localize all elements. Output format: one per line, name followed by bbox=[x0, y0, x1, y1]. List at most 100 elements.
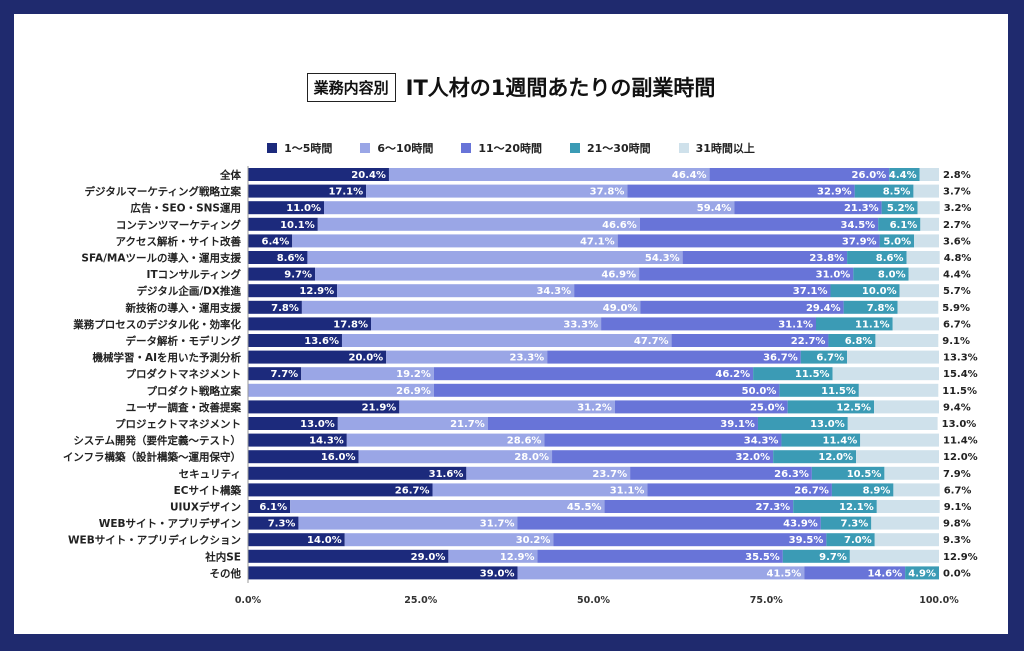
data-label: 25.0% bbox=[750, 402, 785, 413]
bar-segment bbox=[346, 433, 545, 447]
data-label: 6.1% bbox=[259, 502, 287, 513]
data-label: 26.0% bbox=[852, 170, 887, 181]
data-label: 17.1% bbox=[328, 187, 363, 198]
category-label: SFA/MAツールの導入・運用支援 bbox=[81, 252, 241, 265]
data-label: 5.0% bbox=[883, 236, 911, 247]
bar-segment bbox=[793, 500, 877, 513]
bar-segment bbox=[248, 450, 359, 464]
category-label: データ解析・モデリング bbox=[126, 335, 242, 348]
data-label: 26.9% bbox=[396, 386, 431, 397]
data-label: 7.3% bbox=[841, 519, 869, 530]
data-label: 23.3% bbox=[509, 353, 544, 364]
data-label: 4.4% bbox=[943, 270, 971, 281]
data-label: 36.7% bbox=[763, 353, 798, 364]
data-label: 47.1% bbox=[580, 236, 615, 247]
bar-segment bbox=[315, 267, 640, 281]
data-label: 8.5% bbox=[883, 187, 911, 198]
data-label: 33.3% bbox=[563, 319, 598, 330]
bar-segment bbox=[248, 400, 400, 414]
data-label: 20.0% bbox=[348, 353, 383, 364]
bar-segment bbox=[820, 516, 872, 530]
bar-segment bbox=[248, 350, 387, 364]
bar-segment bbox=[816, 317, 893, 331]
data-label: 4.9% bbox=[908, 568, 936, 579]
bar-segment bbox=[248, 516, 299, 530]
data-label: 9.7% bbox=[284, 270, 312, 281]
bar-segment bbox=[248, 500, 291, 513]
legend-item: 31時間以上 bbox=[678, 140, 755, 156]
data-label: 28.0% bbox=[514, 452, 549, 463]
category-label: 社内SE bbox=[204, 550, 241, 563]
data-label: 6.4% bbox=[261, 236, 289, 247]
data-label: 7.8% bbox=[867, 303, 895, 314]
bar-segment bbox=[290, 500, 605, 513]
bar-segment bbox=[832, 367, 939, 381]
bar-segment bbox=[860, 433, 939, 447]
category-label: プロダクトマネジメント bbox=[126, 368, 242, 381]
data-label: 41.5% bbox=[767, 568, 802, 579]
bar-segment bbox=[248, 466, 467, 480]
data-label: 8.0% bbox=[878, 270, 906, 281]
bar-segment bbox=[897, 300, 939, 314]
data-label: 10.5% bbox=[847, 469, 882, 480]
data-label: 35.5% bbox=[745, 552, 780, 563]
data-label: 13.6% bbox=[304, 336, 339, 347]
legend-item: 1〜5時間 bbox=[267, 140, 332, 156]
bar-segment bbox=[709, 168, 890, 181]
bar-segment bbox=[879, 234, 915, 248]
bar-segment bbox=[757, 417, 848, 430]
data-label: 11.0% bbox=[286, 203, 321, 214]
category-tag: 業務内容別 bbox=[306, 72, 396, 102]
data-label: 3.6% bbox=[943, 236, 971, 247]
data-label: 14.6% bbox=[867, 568, 902, 579]
data-label: 31.7% bbox=[480, 519, 515, 530]
bar-segment bbox=[517, 516, 821, 530]
bar-segment bbox=[826, 533, 875, 547]
data-label: 34.3% bbox=[744, 436, 779, 447]
bar-segment bbox=[919, 168, 939, 181]
category-label: 全体 bbox=[219, 169, 241, 182]
legend-swatch bbox=[678, 143, 689, 153]
bar-segment bbox=[617, 234, 880, 248]
bar-segment bbox=[301, 300, 641, 314]
data-label: 9.7% bbox=[819, 552, 847, 563]
data-label: 49.0% bbox=[603, 303, 638, 314]
bar-segment bbox=[432, 483, 648, 497]
data-label: 6.1% bbox=[890, 220, 918, 231]
data-label: 39.5% bbox=[789, 535, 824, 546]
category-label: 広告・SEO・SNS運用 bbox=[130, 202, 241, 215]
data-label: 9.8% bbox=[943, 519, 971, 530]
bar-segment bbox=[905, 566, 939, 580]
bar-segment bbox=[843, 300, 898, 314]
data-label: 26.3% bbox=[774, 469, 809, 480]
stacked-bar-chart: 全体 20.4% 46.4% 26.0% 4.4% 2.8%デジタルマーケティング戦略立案… bbox=[63, 166, 978, 606]
data-label: 46.6% bbox=[602, 220, 637, 231]
data-label: 28.6% bbox=[507, 436, 542, 447]
category-label: デジタル企画/DX推進 bbox=[137, 285, 242, 298]
bar-segment bbox=[399, 400, 615, 414]
data-label: 23.7% bbox=[592, 469, 627, 480]
bar-segment bbox=[248, 184, 367, 198]
bar-segment bbox=[804, 566, 906, 580]
bar-segment bbox=[614, 400, 788, 414]
bar-segment bbox=[547, 350, 801, 364]
bar-segment bbox=[639, 267, 854, 281]
data-label: 20.4% bbox=[351, 170, 386, 181]
bar-segment bbox=[601, 317, 817, 331]
bar-segment bbox=[647, 483, 832, 497]
data-label: 46.4% bbox=[672, 170, 707, 181]
data-label: 5.2% bbox=[887, 203, 915, 214]
data-label: 3.7% bbox=[943, 187, 971, 198]
data-label: 7.9% bbox=[943, 469, 971, 480]
category-label: WEBサイト・アプリディレクション bbox=[68, 534, 241, 547]
bar-segment bbox=[248, 217, 318, 231]
bar-segment bbox=[753, 367, 833, 381]
legend-item: 11〜20時間 bbox=[461, 140, 542, 156]
data-label: 37.8% bbox=[590, 187, 625, 198]
data-label: 31.2% bbox=[577, 402, 612, 413]
data-label: 39.1% bbox=[720, 419, 755, 430]
data-label: 2.8% bbox=[943, 170, 971, 181]
bar-segment bbox=[853, 267, 909, 281]
data-label: 9.1% bbox=[944, 502, 972, 513]
data-label: 9.1% bbox=[942, 336, 970, 347]
